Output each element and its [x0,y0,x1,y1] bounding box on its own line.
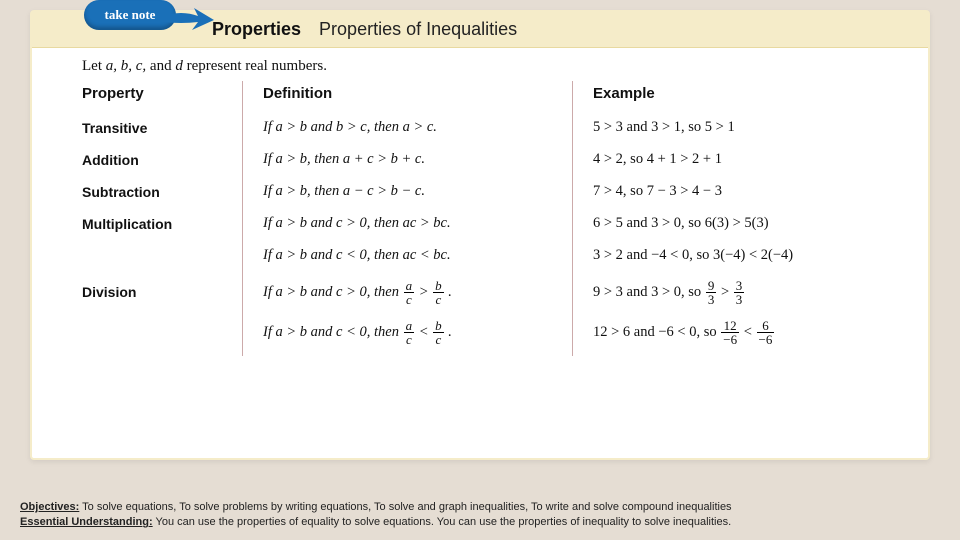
card-header-band: take note Properties Properties of Inequ… [32,12,928,48]
def-subtraction: If a > b, then a − c > b − c. [263,183,425,200]
ex-mult-2: 3 > 2 and −4 < 0, so 3(−4) < 2(−4) [593,247,793,264]
ex-div-2: 12 > 6 and −6 < 0, so 12−6 < 6−6 [593,312,876,352]
ex-addition: 4 > 2, so 4 + 1 > 2 + 1 [593,151,722,168]
def-div-2-pre: If a > b and c < 0, then [263,323,403,339]
header-title-bold: Properties [212,19,301,40]
def-mult-2: If a > b and c < 0, then ac < bc. [263,247,451,264]
footer-text: Objectives: To solve equations, To solve… [20,500,940,530]
prop-addition: Addition [82,152,139,169]
intro-var-d: d [175,58,183,74]
ex-subtraction: 7 > 4, so 7 − 3 > 4 − 3 [593,183,722,200]
take-note-badge: take note [84,0,214,40]
objectives-label: Objectives: [20,501,79,513]
col-definition: Definition If a > b and b > c, then a > … [242,81,572,356]
intro-suffix: represent real numbers. [183,58,327,74]
essential-understanding-label: Essential Understanding: [20,516,153,528]
col-property: Property Transitive Addition Subtraction… [82,81,242,356]
ex-mult-1: 6 > 5 and 3 > 0, so 6(3) > 5(3) [593,215,769,232]
intro-mid: and [146,58,175,74]
intro-line: Let a, b, c, and d represent real number… [32,48,928,81]
prop-multiplication: Multiplication [82,216,172,233]
def-transitive: If a > b and b > c, then a > c. [263,119,437,136]
ex-div-1: 9 > 3 and 3 > 0, so 93 > 33 [593,272,876,312]
intro-vars: a, b, c, [106,58,146,74]
essential-understanding-text: You can use the properties of equality t… [153,516,732,528]
objectives-text: To solve equations, To solve problems by… [79,501,731,513]
properties-table: Property Transitive Addition Subtraction… [32,81,928,356]
prop-division: Division [82,284,136,301]
intro-prefix: Let [82,58,106,74]
take-note-bubble: take note [84,0,176,30]
take-note-arrow-icon [162,6,218,34]
col-example: Example 5 > 3 and 3 > 1, so 5 > 1 4 > 2,… [572,81,888,356]
ex-transitive: 5 > 3 and 3 > 1, so 5 > 1 [593,119,735,136]
header-title-light: Properties of Inequalities [319,19,517,40]
take-note-text: take note [105,7,156,23]
col-definition-header: Definition [263,85,560,112]
def-div-1: If a > b and c > 0, then ac > bc . [263,272,560,312]
properties-card: take note Properties Properties of Inequ… [30,10,930,460]
prop-transitive: Transitive [82,120,147,137]
def-div-2: If a > b and c < 0, then ac < bc . [263,312,560,352]
def-div-1-pre: If a > b and c > 0, then [263,283,403,299]
prop-subtraction: Subtraction [82,184,160,201]
def-addition: If a > b, then a + c > b + c. [263,151,425,168]
col-example-header: Example [593,85,876,112]
col-property-header: Property [82,85,230,112]
def-mult-1: If a > b and c > 0, then ac > bc. [263,215,451,232]
